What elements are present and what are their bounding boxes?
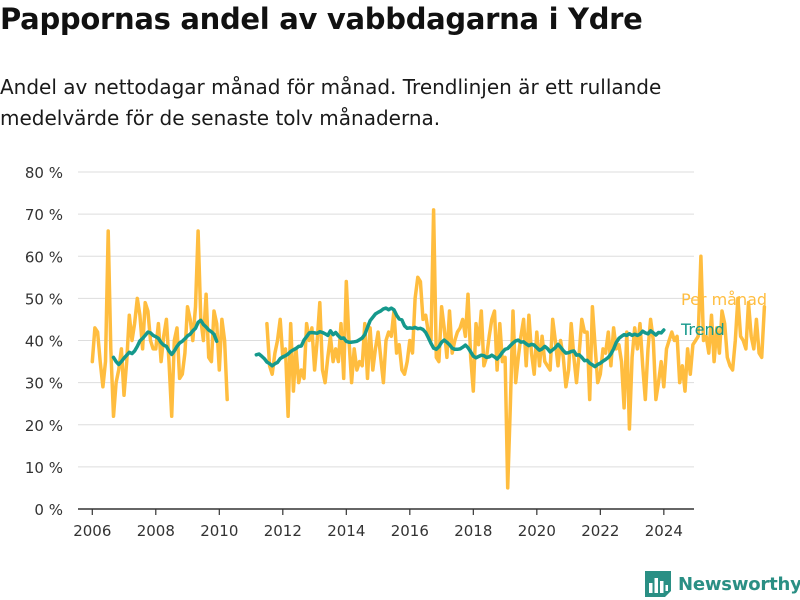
x-tick-label: 2006: [73, 522, 111, 540]
y-tick-label: 40 %: [25, 333, 63, 351]
series-label-per-manad: Per månad: [681, 290, 767, 309]
series-label-trend: Trend: [680, 320, 725, 339]
series-line-trend: [111, 306, 666, 369]
y-tick-label: 60 %: [25, 248, 63, 266]
x-tick-label: 2012: [264, 522, 302, 540]
y-tick-label: 10 %: [25, 459, 63, 477]
line-chart: 0 % 10 % 20 % 30 % 40 % 50 % 60 % 70 % 80 % 2006…: [25, 164, 767, 540]
y-tick-label: 0 %: [34, 501, 63, 519]
brand-name: Newsworthy: [678, 573, 800, 595]
x-axis: 2006 2008 2010 2012 2014 2016 2018 2020 2022 2024: [73, 508, 694, 540]
x-tick-label: 2022: [581, 522, 619, 540]
page-title: Pappornas andel av vabbdagarna i Ydre: [0, 2, 643, 36]
x-tick-label: 2018: [454, 522, 492, 540]
x-tick-label: 2010: [200, 522, 238, 540]
y-axis-tick-labels: 0 % 10 % 20 % 30 % 40 % 50 % 60 % 70 % 80 %: [25, 164, 63, 519]
y-tick-label: 50 %: [25, 290, 63, 308]
series-line-per-manad: [90, 208, 767, 490]
y-tick-label: 30 %: [25, 375, 63, 393]
y-tick-label: 70 %: [25, 206, 63, 224]
brand-logo: Newsworthy: [645, 569, 800, 599]
y-tick-label: 80 %: [25, 164, 63, 182]
gridlines: [78, 171, 694, 468]
series-lines: [90, 208, 767, 490]
page-subtitle: Andel av nettodagar månad för månad. Tre…: [0, 75, 662, 130]
newsworthy-logo-icon: [645, 571, 671, 597]
x-tick-label: 2020: [518, 522, 556, 540]
x-tick-label: 2014: [327, 522, 365, 540]
x-tick-label: 2024: [645, 522, 683, 540]
x-tick-label: 2008: [137, 522, 175, 540]
series-labels: Per månad Trend: [680, 290, 767, 339]
y-tick-label: 20 %: [25, 417, 63, 435]
x-tick-label: 2016: [391, 522, 429, 540]
